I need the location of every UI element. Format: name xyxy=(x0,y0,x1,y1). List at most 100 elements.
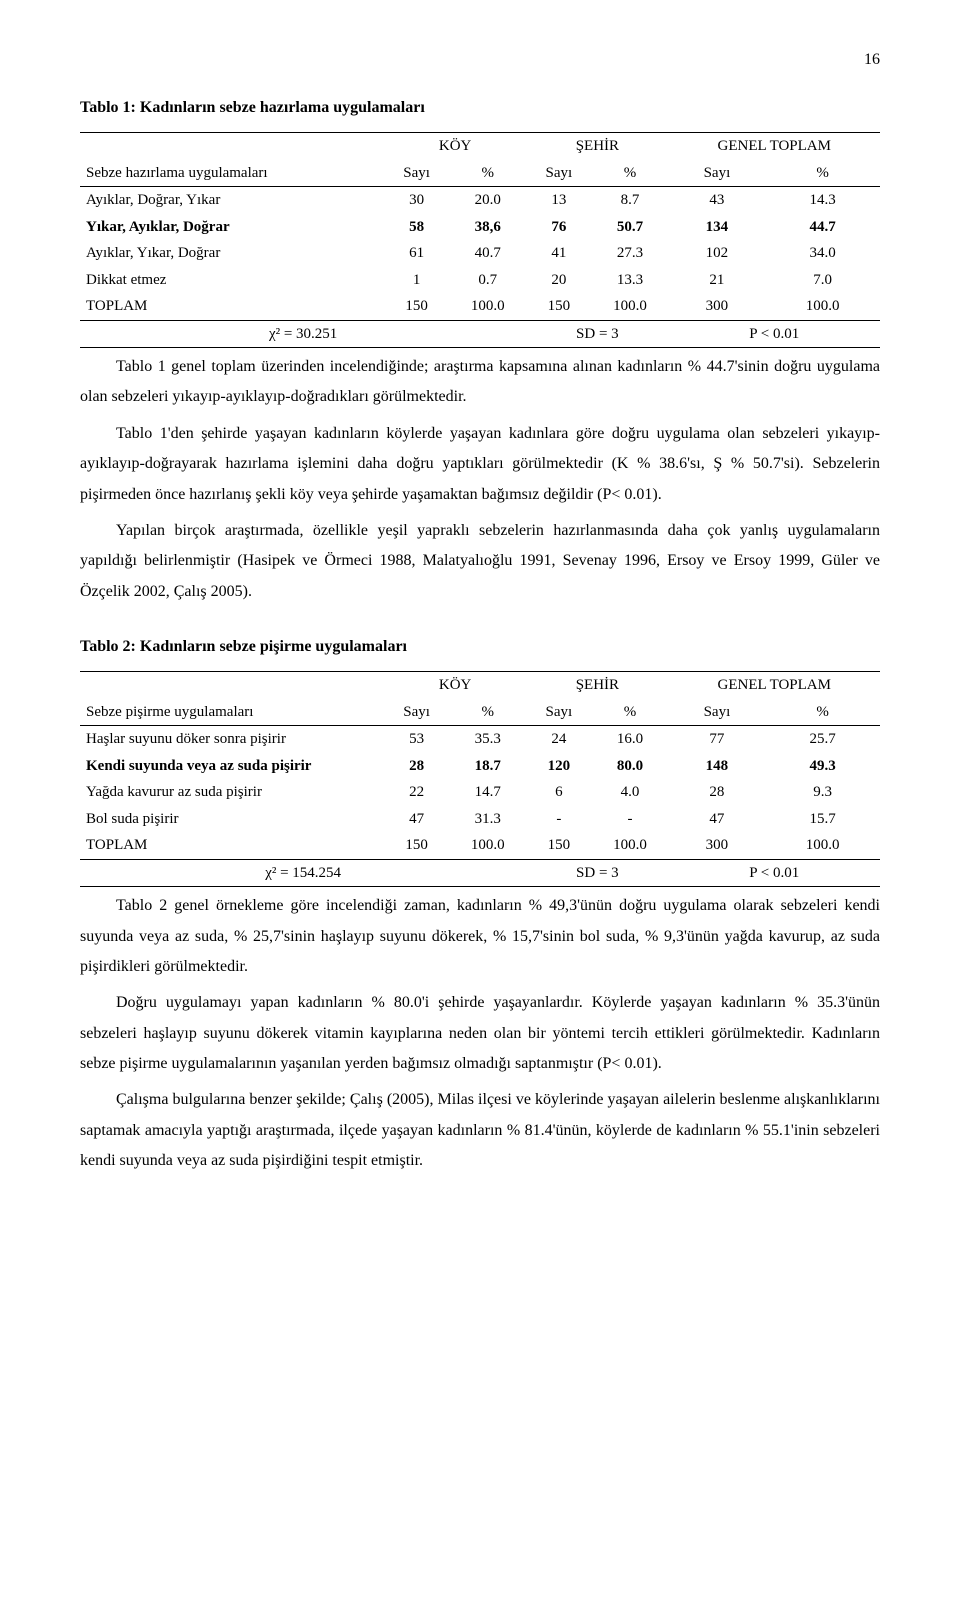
table1: KÖY ŞEHİR GENEL TOPLAM Sebze hazırlama u… xyxy=(80,132,880,348)
table-cell: 150 xyxy=(526,293,591,320)
chi: χ² = 30.251 xyxy=(80,320,526,348)
table-cell: 28 xyxy=(669,779,766,806)
table-cell: 27.3 xyxy=(591,240,668,267)
para3: Yapılan birçok araştırmada, özellikle ye… xyxy=(80,516,880,607)
table-cell: 25.7 xyxy=(765,726,880,753)
para1: Tablo 1 genel toplam üzerinden incelendi… xyxy=(80,352,880,413)
page-number: 16 xyxy=(80,48,880,72)
sub-sayi: Sayı xyxy=(384,160,449,187)
table-cell: 100.0 xyxy=(765,293,880,320)
sub-pct: % xyxy=(449,699,526,726)
table-cell: 150 xyxy=(384,293,449,320)
table2: KÖY ŞEHİR GENEL TOPLAM Sebze pişirme uyg… xyxy=(80,671,880,887)
table-cell: 6 xyxy=(526,779,591,806)
table-cell: 22 xyxy=(384,779,449,806)
table-cell: - xyxy=(526,806,591,833)
para5: Doğru uygulamayı yapan kadınların % 80.0… xyxy=(80,988,880,1079)
table-cell: 150 xyxy=(526,832,591,859)
sub-sayi: Sayı xyxy=(669,699,766,726)
sub-sayi: Sayı xyxy=(669,160,766,187)
table-cell: 24 xyxy=(526,726,591,753)
table-cell: 0.7 xyxy=(449,267,526,294)
table-cell: 50.7 xyxy=(591,214,668,241)
sub-sayi: Sayı xyxy=(526,160,591,187)
table-row-label: Haşlar suyunu döker sonra pişirir xyxy=(80,726,384,753)
table-cell: 100.0 xyxy=(449,293,526,320)
table-cell: 100.0 xyxy=(449,832,526,859)
table-cell: 47 xyxy=(384,806,449,833)
table-cell: 40.7 xyxy=(449,240,526,267)
table-cell: 14.3 xyxy=(765,187,880,214)
table-cell: 43 xyxy=(669,187,766,214)
table-cell: 1 xyxy=(384,267,449,294)
table-cell: 38,6 xyxy=(449,214,526,241)
table-cell: 134 xyxy=(669,214,766,241)
table-cell: 16.0 xyxy=(591,726,668,753)
table-cell: 100.0 xyxy=(765,832,880,859)
rowhead: Sebze pişirme uygulamaları xyxy=(80,699,384,726)
p: P < 0.01 xyxy=(669,320,881,348)
table-row-label: TOPLAM xyxy=(80,293,384,320)
sub-pct: % xyxy=(449,160,526,187)
table-cell: 120 xyxy=(526,753,591,780)
p: P < 0.01 xyxy=(669,859,881,887)
sub-sayi: Sayı xyxy=(526,699,591,726)
table-cell: 28 xyxy=(384,753,449,780)
sd: SD = 3 xyxy=(526,859,668,887)
sub-sayi: Sayı xyxy=(384,699,449,726)
table-cell: 8.7 xyxy=(591,187,668,214)
chi: χ² = 154.254 xyxy=(80,859,526,887)
para4: Tablo 2 genel örnekleme göre incelendiği… xyxy=(80,891,880,982)
table-row-label: Ayıklar, Doğrar, Yıkar xyxy=(80,187,384,214)
table-row-label: Bol suda pişirir xyxy=(80,806,384,833)
sub-pct: % xyxy=(765,160,880,187)
col-koy: KÖY xyxy=(384,672,526,699)
table-cell: 300 xyxy=(669,293,766,320)
table-cell: 53 xyxy=(384,726,449,753)
table-cell: 41 xyxy=(526,240,591,267)
sub-pct: % xyxy=(591,699,668,726)
rowhead: Sebze hazırlama uygulamaları xyxy=(80,160,384,187)
table2-caption: Tablo 2: Kadınların sebze pişirme uygula… xyxy=(80,635,880,659)
table-cell: 44.7 xyxy=(765,214,880,241)
table-cell: 13.3 xyxy=(591,267,668,294)
sd: SD = 3 xyxy=(526,320,668,348)
col-genel: GENEL TOPLAM xyxy=(669,133,881,160)
table-cell: 102 xyxy=(669,240,766,267)
table-cell: 100.0 xyxy=(591,832,668,859)
table-cell: 58 xyxy=(384,214,449,241)
table-cell: 18.7 xyxy=(449,753,526,780)
table-cell: 34.0 xyxy=(765,240,880,267)
table-cell: 150 xyxy=(384,832,449,859)
table-cell: 148 xyxy=(669,753,766,780)
table-cell: 100.0 xyxy=(591,293,668,320)
table-cell: 77 xyxy=(669,726,766,753)
table-row-label: Yağda kavurur az suda pişirir xyxy=(80,779,384,806)
sub-pct: % xyxy=(765,699,880,726)
col-sehir: ŞEHİR xyxy=(526,133,668,160)
table-cell: 80.0 xyxy=(591,753,668,780)
col-genel: GENEL TOPLAM xyxy=(669,672,881,699)
table-cell: 30 xyxy=(384,187,449,214)
col-sehir: ŞEHİR xyxy=(526,672,668,699)
table1-caption: Tablo 1: Kadınların sebze hazırlama uygu… xyxy=(80,96,880,120)
table-row-label: Kendi suyunda veya az suda pişirir xyxy=(80,753,384,780)
table-cell: 15.7 xyxy=(765,806,880,833)
table-cell: 7.0 xyxy=(765,267,880,294)
col-koy: KÖY xyxy=(384,133,526,160)
table-cell: - xyxy=(591,806,668,833)
table-cell: 4.0 xyxy=(591,779,668,806)
table-cell: 21 xyxy=(669,267,766,294)
table-cell: 76 xyxy=(526,214,591,241)
para2: Tablo 1'den şehirde yaşayan kadınların k… xyxy=(80,419,880,510)
table-row-label: Yıkar, Ayıklar, Doğrar xyxy=(80,214,384,241)
table-cell: 20.0 xyxy=(449,187,526,214)
table-cell: 31.3 xyxy=(449,806,526,833)
table-cell: 9.3 xyxy=(765,779,880,806)
table-cell: 13 xyxy=(526,187,591,214)
table-row-label: Ayıklar, Yıkar, Doğrar xyxy=(80,240,384,267)
table-cell: 20 xyxy=(526,267,591,294)
table-cell: 47 xyxy=(669,806,766,833)
table-row-label: Dikkat etmez xyxy=(80,267,384,294)
table-cell: 14.7 xyxy=(449,779,526,806)
